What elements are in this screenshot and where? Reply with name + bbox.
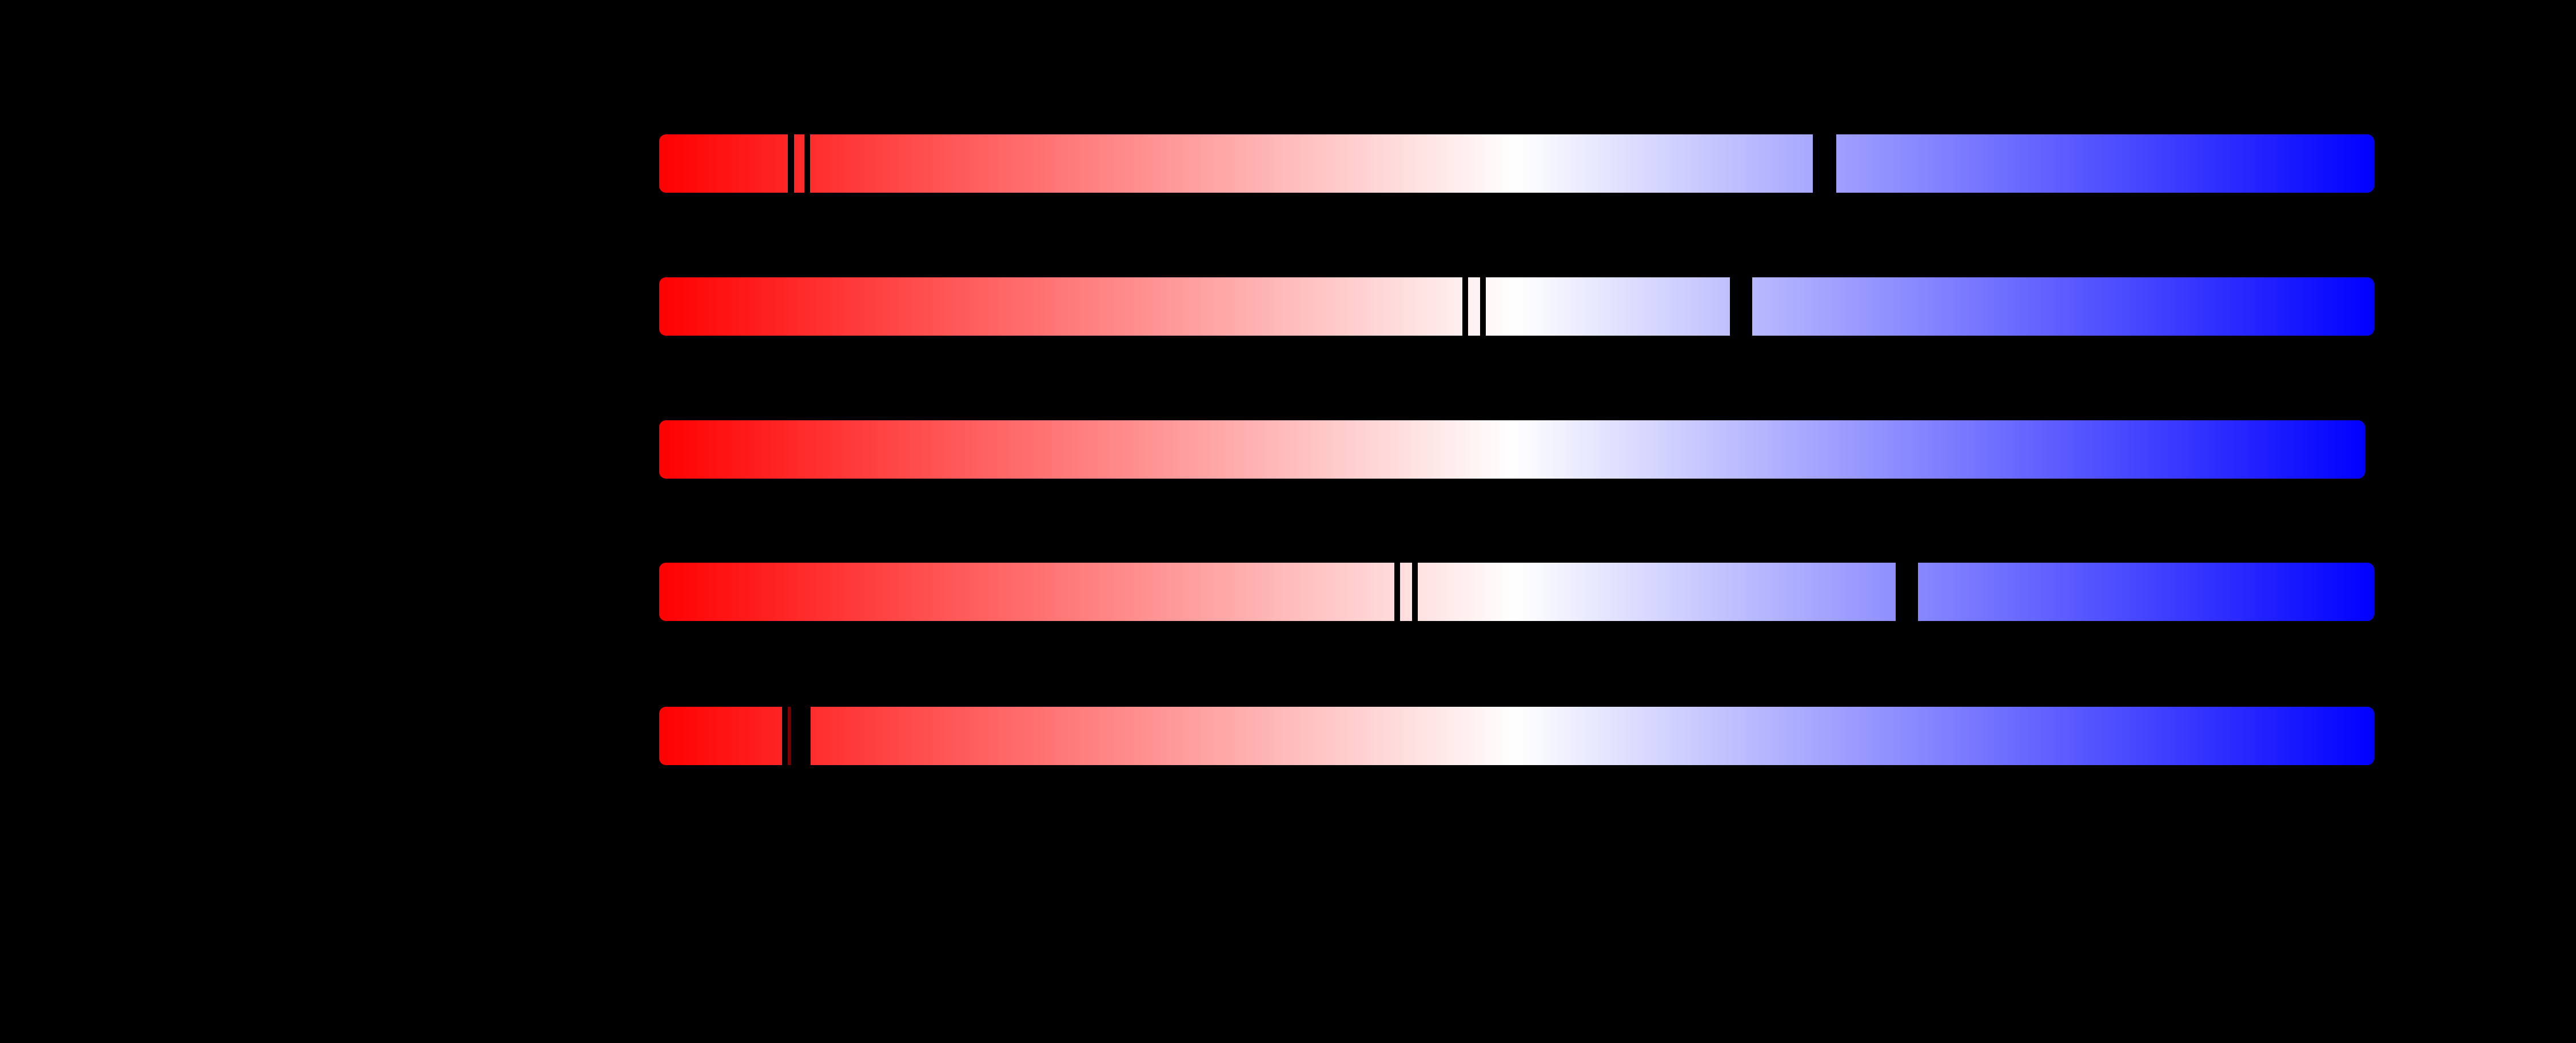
tick-mark (1412, 563, 1418, 621)
gradient-track-row-3 (659, 420, 2365, 479)
faint-tick-mark (788, 707, 791, 765)
track-gap (1896, 563, 1918, 621)
gradient-track-row-4 (659, 563, 2374, 621)
tick-mark (804, 134, 810, 193)
tick-mark (1462, 277, 1468, 336)
track-gap (1730, 277, 1752, 336)
tick-mark (1480, 277, 1486, 336)
gradient-track-row-2 (659, 277, 2374, 336)
tick-mark (1394, 563, 1400, 621)
gradient-track-row-5 (659, 707, 2374, 765)
track-gap (1813, 134, 1836, 193)
gradient-track-row-1 (659, 134, 2374, 193)
track-gap (782, 707, 811, 765)
tick-mark (788, 134, 794, 193)
